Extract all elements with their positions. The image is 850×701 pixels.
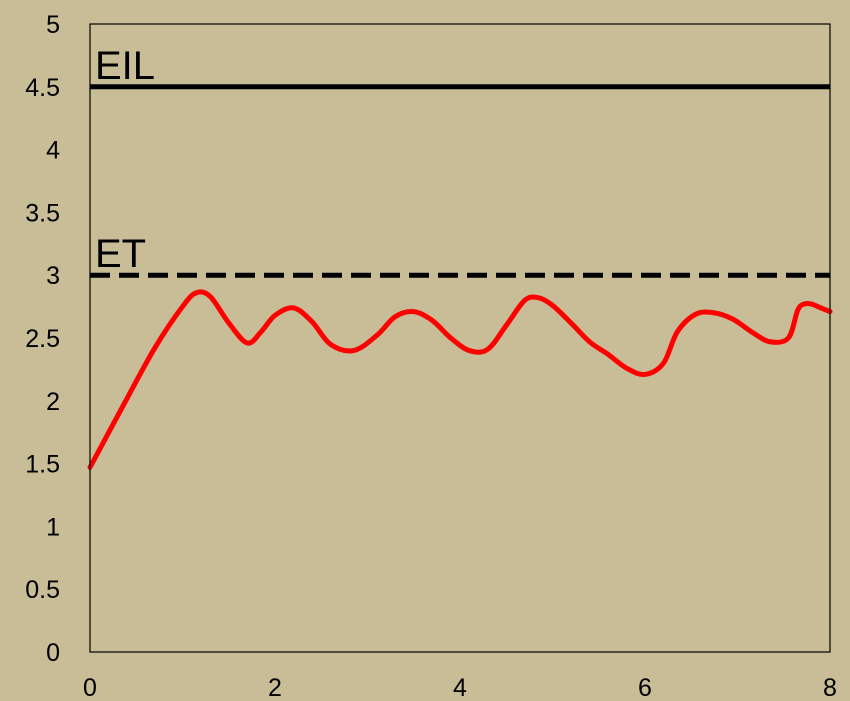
reference-lines bbox=[90, 84, 830, 278]
y-tick-label: 4.5 bbox=[25, 74, 60, 102]
x-tick-label: 8 bbox=[823, 674, 837, 701]
y-tick-label: 1.5 bbox=[25, 451, 60, 479]
series-line bbox=[87, 289, 833, 470]
y-tick-label: 2 bbox=[46, 388, 60, 416]
reference-line-labels: EIL ET bbox=[95, 44, 155, 276]
x-tick-label: 0 bbox=[83, 674, 97, 701]
y-tick-label: 5 bbox=[46, 11, 60, 39]
y-tick-label: 0.5 bbox=[25, 576, 60, 604]
et-label: ET bbox=[95, 232, 146, 276]
x-tick-label: 6 bbox=[638, 674, 652, 701]
x-axis-tick-labels: 0 2 4 6 8 bbox=[83, 674, 837, 701]
y-axis-tick-labels: 0 0.5 1 1.5 2 2.5 3 3.5 4 4.5 5 bbox=[25, 11, 60, 667]
x-tick-label: 4 bbox=[453, 674, 467, 701]
y-tick-label: 2.5 bbox=[25, 325, 60, 353]
y-tick-label: 1 bbox=[46, 513, 60, 541]
y-tick-label: 3.5 bbox=[25, 199, 60, 227]
y-tick-label: 0 bbox=[46, 639, 60, 667]
x-tick-label: 2 bbox=[268, 674, 282, 701]
y-tick-label: 4 bbox=[46, 137, 60, 165]
plot-area bbox=[89, 23, 831, 653]
eil-label: EIL bbox=[95, 44, 155, 88]
series-layer bbox=[87, 289, 833, 470]
y-tick-label: 3 bbox=[46, 262, 60, 290]
